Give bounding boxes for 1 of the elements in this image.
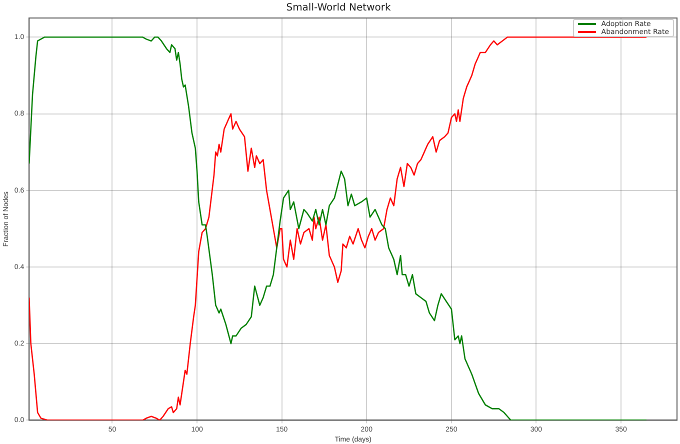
chart-title: Small-World Network (286, 2, 391, 14)
